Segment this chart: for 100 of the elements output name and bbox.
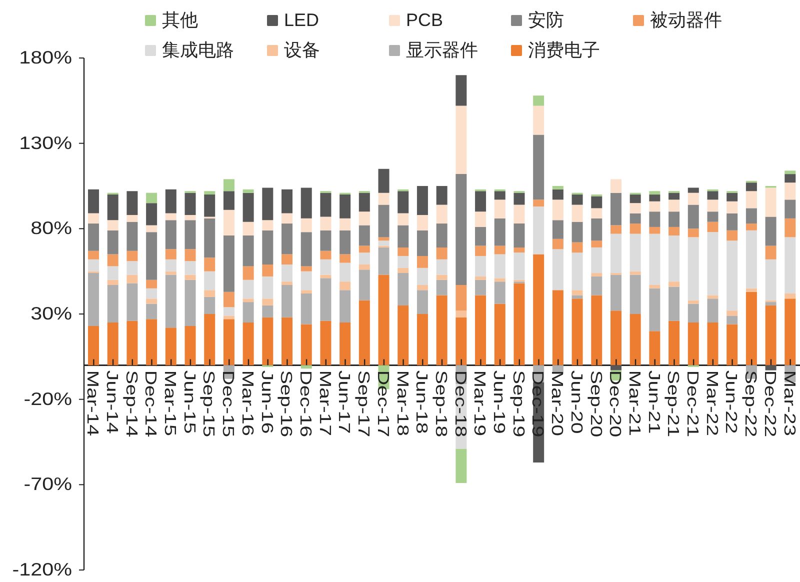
bar <box>533 206 544 254</box>
bar <box>378 204 390 238</box>
y-tick-label: 130% <box>19 133 72 154</box>
bar <box>146 192 158 204</box>
bar <box>707 298 718 323</box>
bar <box>784 200 796 218</box>
bar <box>165 220 176 250</box>
bar <box>107 230 118 254</box>
bar <box>398 213 409 226</box>
bar <box>572 290 583 296</box>
bar <box>456 106 467 174</box>
bar <box>533 134 544 200</box>
bar <box>591 276 602 296</box>
x-tick-label: Sep-20 <box>588 370 606 438</box>
bar <box>242 302 254 323</box>
bar <box>688 228 699 238</box>
bar <box>494 246 506 254</box>
bar <box>610 179 622 193</box>
bar <box>416 284 428 290</box>
x-tick-label: Jun-18 <box>414 370 432 434</box>
x-tick-label: Sep-17 <box>356 370 374 438</box>
bar <box>165 274 176 328</box>
bar <box>630 224 641 234</box>
bar <box>126 250 138 262</box>
bar <box>378 240 390 246</box>
bar <box>456 75 467 106</box>
bar <box>242 192 254 222</box>
bar <box>262 276 274 299</box>
bar <box>204 218 216 258</box>
bar <box>378 192 390 205</box>
bar <box>262 298 274 306</box>
bar <box>204 258 216 272</box>
bar <box>223 292 234 308</box>
bar <box>300 188 312 218</box>
x-tick-label: Dec-18 <box>452 370 470 438</box>
bar <box>591 295 602 366</box>
x-tick-label: Dec-15 <box>220 370 238 438</box>
bar <box>300 324 312 366</box>
bar <box>184 280 196 326</box>
bar <box>765 259 776 300</box>
bar <box>107 266 118 280</box>
y-tick-label: 180% <box>19 48 72 68</box>
bar <box>416 290 428 314</box>
bar <box>572 204 583 222</box>
x-tick-label: Mar-23 <box>781 370 800 436</box>
legend-label: 设备 <box>284 39 320 62</box>
bar <box>223 235 234 292</box>
bar <box>282 189 293 214</box>
bar <box>630 274 641 314</box>
bar <box>242 298 254 302</box>
x-tick-label: Dec-19 <box>530 370 548 438</box>
bar <box>688 300 699 304</box>
bar <box>340 254 351 263</box>
bar <box>765 305 776 366</box>
bar <box>358 225 370 246</box>
bar <box>514 224 525 248</box>
bar <box>262 305 274 318</box>
bar <box>358 264 370 270</box>
x-tick-label: Jun-19 <box>491 370 510 434</box>
bar <box>340 322 351 366</box>
bar <box>475 246 486 256</box>
bar <box>204 296 216 314</box>
bar <box>378 247 390 275</box>
bar <box>184 261 196 275</box>
bar <box>591 273 602 276</box>
bar <box>262 317 274 366</box>
bar <box>358 300 370 366</box>
bar <box>630 314 641 366</box>
legend-label: 消费电子 <box>528 39 600 62</box>
bar <box>784 174 796 183</box>
x-tick-label: Jun-20 <box>568 370 587 434</box>
x-tick-label: Mar-21 <box>626 370 645 436</box>
bar <box>726 310 738 316</box>
bar <box>282 282 293 285</box>
bar <box>107 254 118 266</box>
bar <box>398 225 409 248</box>
bar <box>726 213 738 230</box>
x-tick-label: Sep-18 <box>432 370 452 438</box>
bar <box>242 189 254 193</box>
x-tick-label: Dec-22 <box>762 370 780 438</box>
bar <box>340 218 351 230</box>
x-tick-label: Dec-20 <box>607 370 626 438</box>
bar <box>126 283 138 321</box>
bar <box>514 192 525 205</box>
y-tick-label: -70% <box>24 474 72 495</box>
bar <box>649 331 660 366</box>
bar <box>649 226 660 234</box>
bar <box>591 247 602 274</box>
bar <box>223 319 234 366</box>
bar <box>591 218 602 241</box>
bar <box>649 191 660 195</box>
bar <box>242 280 254 299</box>
bar <box>262 188 274 220</box>
bar <box>784 218 796 238</box>
bar <box>475 226 486 246</box>
bar <box>204 271 216 290</box>
bar <box>146 319 158 366</box>
bar <box>107 220 118 230</box>
bar <box>416 268 428 285</box>
bar <box>610 192 622 226</box>
